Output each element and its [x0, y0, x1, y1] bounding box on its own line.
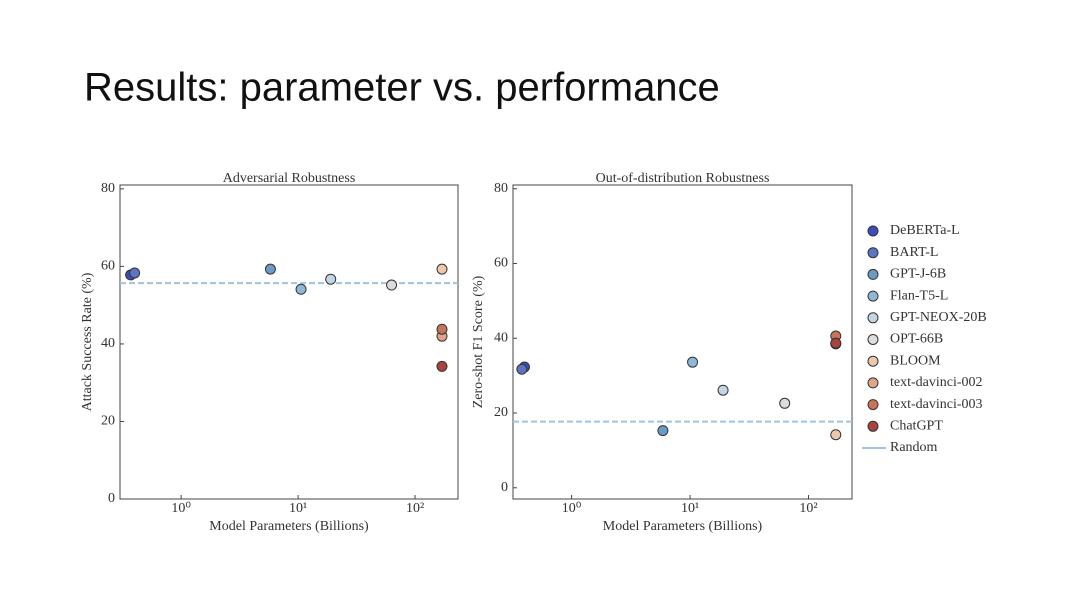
data-point: [779, 397, 791, 409]
y-tick-label: 20: [494, 405, 508, 420]
legend-marker: [867, 377, 879, 389]
data-point: [436, 360, 448, 372]
y-axis-label: Attack Success Rate (%): [80, 272, 95, 411]
legend-marker: [867, 399, 879, 411]
data-point: [687, 356, 699, 368]
data-point: [386, 279, 398, 291]
legend-marker: [867, 334, 879, 345]
x-tick-label: 10²: [406, 501, 424, 516]
x-axis-label: Model Parameters (Billions): [603, 519, 763, 534]
data-point: [657, 425, 669, 437]
y-tick-label: 40: [494, 330, 508, 345]
x-tick-label: 10¹: [681, 501, 699, 516]
data-point: [717, 384, 729, 396]
legend-marker: [867, 290, 879, 302]
chart-title: Adversarial Robustness: [223, 171, 356, 186]
y-tick-label: 40: [101, 336, 115, 351]
legend-marker: [867, 225, 879, 237]
legend-marker: [867, 268, 879, 280]
legend-label: Random: [890, 440, 938, 455]
data-point: [264, 263, 276, 275]
data-point: [295, 283, 307, 295]
legend-label: OPT-66B: [890, 332, 943, 347]
y-tick-label: 60: [494, 256, 508, 271]
x-tick-label: 10⁰: [562, 501, 582, 516]
y-tick-label: 80: [101, 181, 115, 196]
legend-label: GPT-J-6B: [890, 267, 946, 282]
legend-marker: [867, 247, 879, 259]
legend-marker: [867, 312, 879, 324]
chart-title: Out-of-distribution Robustness: [596, 171, 770, 186]
y-tick-label: 0: [501, 480, 508, 495]
data-point: [129, 267, 141, 279]
plot-frame: [119, 184, 459, 500]
x-axis-label: Model Parameters (Billions): [209, 519, 369, 534]
x-tick-label: 10²: [799, 501, 817, 516]
data-point: [436, 323, 448, 335]
legend-marker: [867, 355, 879, 367]
data-point: [516, 363, 528, 375]
legend-label: DeBERTa-L: [890, 223, 960, 238]
plot-frame: [512, 184, 853, 500]
legend-marker: [867, 420, 879, 432]
legend-label: Flan-T5-L: [890, 288, 948, 303]
data-point: [830, 337, 842, 349]
data-point: [325, 273, 337, 285]
legend-label: text-davinci-002: [890, 375, 983, 390]
data-point: [436, 263, 448, 275]
data-point: [830, 429, 842, 441]
y-tick-label: 0: [108, 491, 115, 506]
legend-label: ChatGPT: [890, 419, 943, 434]
legend-label: text-davinci-003: [890, 397, 983, 412]
y-tick-label: 20: [101, 414, 115, 429]
y-tick-label: 60: [101, 259, 115, 274]
legend-label: BLOOM: [890, 353, 941, 368]
x-tick-label: 10¹: [289, 501, 307, 516]
legend-label: GPT-NEOX-20B: [890, 310, 987, 325]
y-axis-label: Zero-shot F1 Score (%): [471, 275, 486, 408]
y-tick-label: 80: [494, 181, 508, 196]
slide-title: Results: parameter vs. performance: [84, 66, 720, 110]
x-tick-label: 10⁰: [171, 501, 191, 516]
legend-label: BART-L: [890, 245, 938, 260]
